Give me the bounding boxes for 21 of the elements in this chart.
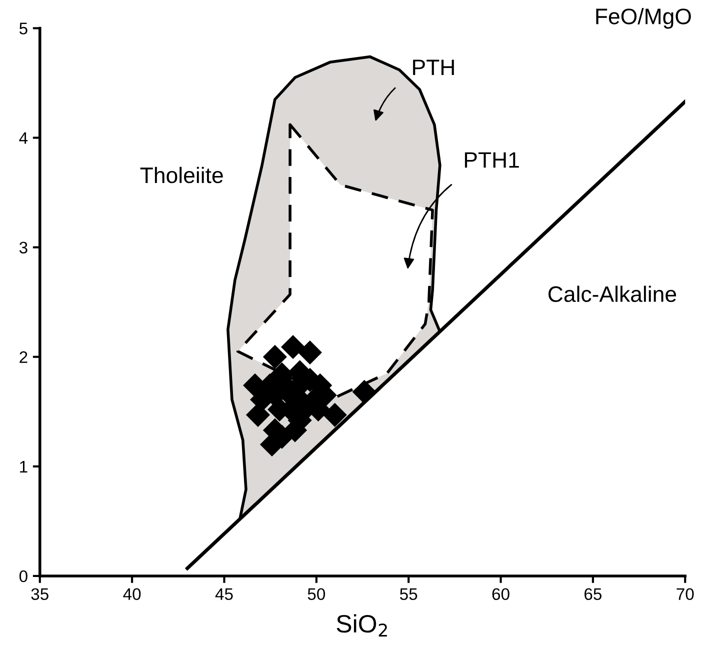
- x-tick-label: 55: [400, 588, 418, 600]
- y-tick-label: 0: [19, 570, 28, 582]
- y-tick-label: 2: [20, 351, 28, 363]
- y-tick-label: 5: [19, 22, 28, 34]
- x-tick-label: 45: [215, 588, 233, 600]
- x-tick-label: 60: [492, 588, 510, 600]
- x-tick-label: 50: [308, 588, 326, 600]
- x-tick-label: 40: [123, 588, 141, 600]
- x-tick-label: 35: [31, 588, 48, 600]
- x-axis-title: SiO$_{2}$: [336, 614, 387, 637]
- y-tick-label: 3: [19, 242, 28, 254]
- y-tick-label: 1: [20, 460, 28, 472]
- x-tick-label: 65: [584, 588, 602, 600]
- x-tick-label: 70: [676, 588, 694, 600]
- annotation: PTH: [413, 60, 454, 76]
- y-axis-title: FeO/MgO: [596, 8, 691, 29]
- annotation: Tholeiite: [140, 166, 223, 184]
- point: [322, 402, 347, 427]
- y-tick-label: 4: [19, 132, 28, 144]
- annotation: PTH1: [464, 152, 519, 168]
- annotation: Calc-Alkaline: [548, 286, 676, 302]
